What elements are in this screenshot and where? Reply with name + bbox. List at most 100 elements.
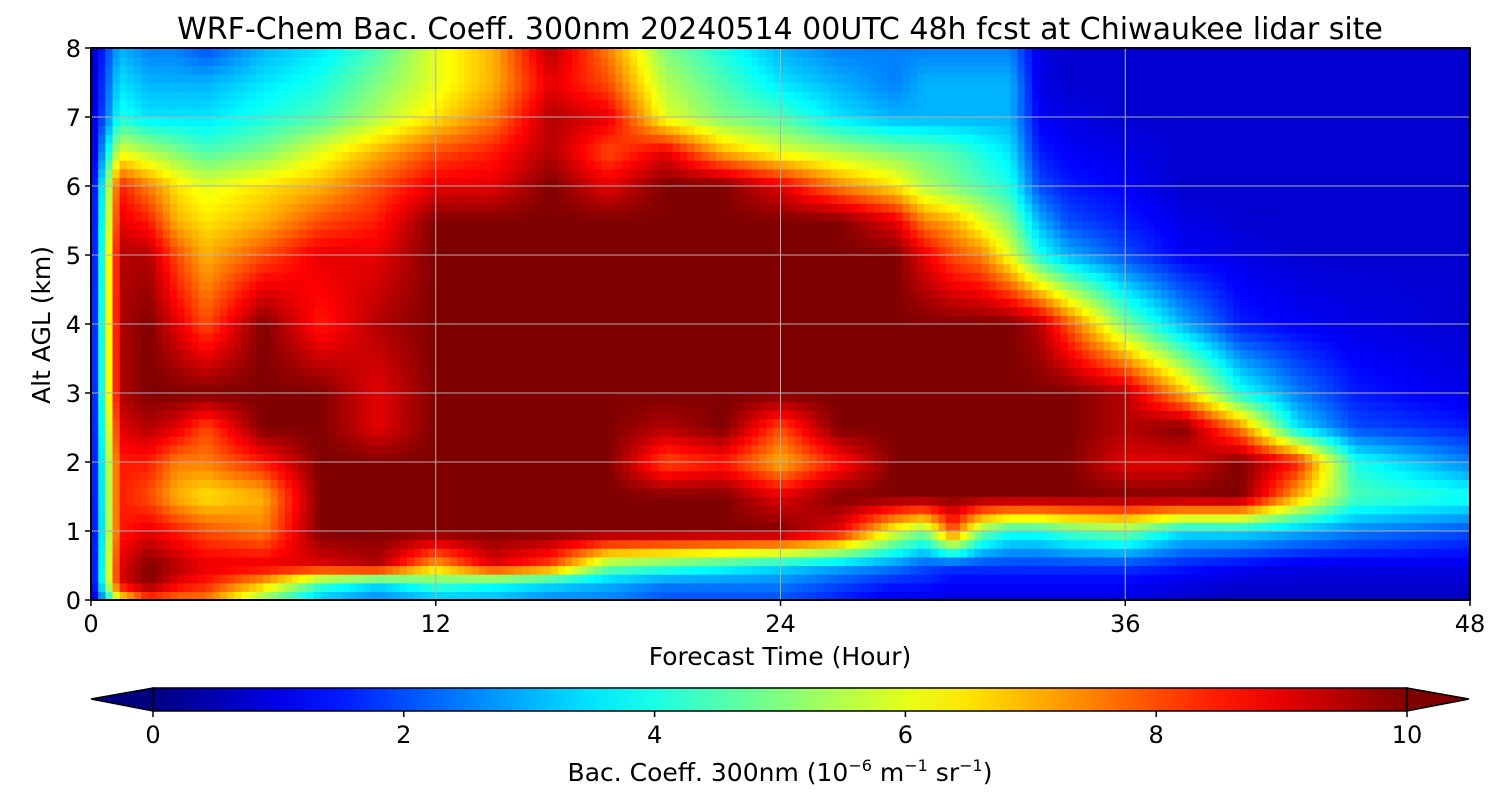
heatmap-cell (256, 91, 264, 101)
heatmap-cell (328, 220, 336, 230)
heatmap-cell (349, 574, 358, 584)
heatmap-cell (126, 99, 135, 109)
heatmap-cell (328, 462, 336, 472)
heatmap-cell (615, 358, 624, 368)
heatmap-cell (600, 462, 609, 472)
heatmap-cell (500, 548, 509, 558)
heatmap-cell (478, 496, 487, 506)
heatmap-cell (191, 280, 200, 291)
heatmap-cell (399, 582, 408, 592)
heatmap-cell (493, 117, 501, 127)
heatmap-cell (629, 505, 638, 515)
heatmap-cell (292, 82, 300, 92)
heatmap-cell (134, 384, 142, 394)
heatmap-cell (177, 108, 185, 118)
heatmap-cell (478, 73, 487, 84)
heatmap-cell (213, 496, 221, 506)
heatmap-cell (299, 479, 308, 489)
heatmap-cell (126, 418, 135, 429)
heatmap-cell (126, 591, 135, 600)
heatmap-cell (450, 574, 458, 584)
heatmap-cell (320, 56, 329, 66)
heatmap-cell (126, 211, 135, 222)
heatmap-cell (536, 142, 545, 153)
heatmap-cell (356, 237, 365, 247)
heatmap-cell (335, 401, 343, 411)
heatmap-cell (112, 496, 121, 506)
heatmap-cell (600, 73, 609, 84)
heatmap-cell (557, 358, 566, 368)
heatmap-cell (521, 332, 530, 342)
heatmap-cell (493, 289, 501, 299)
heatmap-cell (328, 375, 336, 385)
heatmap-cell (170, 358, 178, 368)
heatmap-cell (414, 349, 422, 360)
heatmap-cell (407, 229, 415, 239)
heatmap-cell (155, 591, 164, 600)
heatmap-cell (428, 160, 437, 170)
heatmap-cell (521, 349, 530, 360)
heatmap-cell (320, 82, 329, 92)
heatmap-cell (600, 315, 609, 325)
heatmap-cell (270, 168, 279, 178)
heatmap-cell (593, 591, 602, 600)
heatmap-cell (263, 194, 272, 204)
heatmap-cell (435, 142, 444, 153)
heatmap-cell (500, 479, 509, 489)
heatmap-cell (428, 565, 437, 575)
heatmap-cell (385, 194, 394, 204)
heatmap-cell (320, 134, 329, 144)
heatmap-cell (421, 125, 430, 135)
heatmap-cell (141, 444, 150, 454)
heatmap-cell (608, 496, 616, 506)
heatmap-cell (550, 237, 559, 247)
heatmap-cell (557, 255, 566, 265)
heatmap-cell (414, 289, 422, 299)
heatmap-cell (600, 237, 609, 247)
heatmap-cell (162, 229, 171, 239)
heatmap-cell (478, 531, 487, 541)
heatmap-cell (579, 134, 588, 144)
heatmap-cell (543, 565, 552, 575)
heatmap-cell (234, 556, 243, 567)
heatmap-cell (292, 108, 300, 118)
heatmap-cell (141, 237, 150, 247)
heatmap-cell (234, 332, 243, 342)
heatmap-cell (220, 272, 229, 282)
heatmap-cell (320, 565, 329, 575)
heatmap-cell (421, 358, 430, 368)
heatmap-cell (550, 582, 559, 592)
heatmap-cell (615, 298, 624, 308)
heatmap-cell (328, 479, 336, 489)
heatmap-cell (536, 410, 545, 420)
heatmap-cell (529, 220, 537, 230)
heatmap-cell (155, 496, 164, 506)
heatmap-cell (615, 341, 624, 351)
heatmap-cell (328, 65, 336, 75)
heatmap-cell (500, 280, 509, 291)
heatmap-cell (622, 591, 631, 600)
heatmap-cell (277, 375, 286, 385)
heatmap-cell (486, 48, 494, 58)
heatmap-cell (450, 56, 458, 66)
heatmap-cell (543, 99, 552, 109)
heatmap-cell (349, 73, 358, 84)
heatmap-cell (170, 591, 178, 600)
heatmap-cell (464, 246, 473, 256)
heatmap-cell (205, 151, 214, 161)
heatmap-cell (249, 263, 257, 273)
heatmap-cell (471, 289, 480, 299)
heatmap-cell (565, 263, 573, 273)
heatmap-cell (227, 384, 236, 394)
heatmap-cell (356, 401, 365, 411)
heatmap-cell (198, 401, 207, 411)
heatmap-cell (342, 401, 351, 411)
heatmap-cell (557, 280, 566, 291)
heatmap-cell (155, 315, 164, 325)
heatmap-cell (392, 65, 401, 75)
heatmap-cell (378, 48, 387, 58)
heatmap-cell (155, 117, 164, 127)
heatmap-cell (392, 332, 401, 342)
heatmap-cell (241, 56, 250, 66)
heatmap-cell (148, 565, 157, 575)
